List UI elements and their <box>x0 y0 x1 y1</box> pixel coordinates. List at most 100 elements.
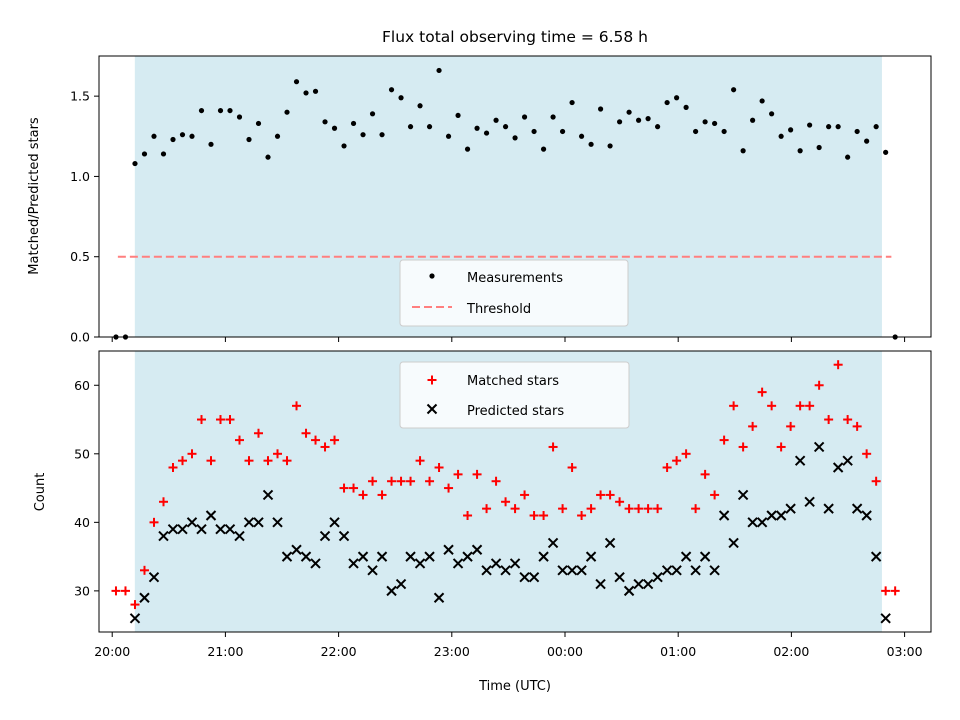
measurement-point <box>445 133 452 139</box>
predicted-star-point <box>633 578 644 590</box>
count-y-tick-label: 30 <box>74 583 90 598</box>
x-tick-label: 20:00 <box>94 644 130 659</box>
measurement-point <box>141 151 148 157</box>
matched-star-point <box>824 415 834 425</box>
predicted-star-point <box>414 558 426 569</box>
matched-star-point <box>396 476 406 486</box>
measurement-point <box>369 111 376 117</box>
matched-star-point <box>729 401 739 411</box>
measurement-point <box>398 95 404 101</box>
measurement-point <box>559 128 566 135</box>
measurement-point <box>883 149 889 155</box>
matched-star-point <box>662 463 672 473</box>
measurement-point <box>569 99 575 106</box>
matched-star-point <box>805 401 815 411</box>
matched-star-point <box>577 510 587 520</box>
measurement-point <box>693 128 699 135</box>
predicted-star-point <box>775 510 787 521</box>
matched-star-point <box>814 380 824 390</box>
predicted-star-point <box>737 489 749 501</box>
predicted-star-point <box>148 571 160 583</box>
measurement-point <box>721 128 727 135</box>
measurement-point <box>227 107 233 114</box>
matched-star-point <box>672 456 682 466</box>
measurement-point <box>607 143 613 149</box>
matched-star-point <box>406 476 416 486</box>
predicted-star-point <box>481 565 492 576</box>
matched-star-point <box>349 483 359 493</box>
measurement-point <box>788 127 794 133</box>
measurement-point <box>341 143 347 149</box>
matched-star-point <box>311 435 321 445</box>
measurement-point <box>236 114 243 120</box>
matched-star-point <box>320 442 330 452</box>
matched-star-point <box>196 415 206 425</box>
measurement-point <box>655 124 661 130</box>
measurement-point <box>426 124 433 130</box>
predicted-star-point <box>690 565 701 576</box>
count-axes: 30 40 50 60 20:00 21:00 22:00 23:00 00:00 01:00 0… <box>33 350 932 694</box>
x-tick-label: 22:00 <box>321 644 357 659</box>
matched-star-point <box>529 510 539 520</box>
predicted-star-point <box>728 537 739 549</box>
predicted-star-point <box>215 523 226 535</box>
predicted-star-point <box>652 571 663 583</box>
predicted-star-point <box>291 544 302 555</box>
predicted-star-point <box>310 558 321 569</box>
count-y-tick-label: 60 <box>74 378 90 393</box>
predicted-star-point <box>614 571 625 583</box>
predicted-star-point <box>794 455 806 466</box>
matched-star-point <box>358 490 368 500</box>
count-y-axis-label: Count <box>33 473 48 512</box>
matched-star-point <box>472 469 482 479</box>
matched-star-point <box>225 415 235 425</box>
matched-star-point <box>254 428 264 438</box>
measurement-point <box>521 114 528 120</box>
predicted-star-point <box>709 565 720 576</box>
measurement-point <box>712 120 718 127</box>
matched-star-point <box>111 586 121 596</box>
predicted-star-point <box>699 551 711 562</box>
matched-star-point <box>139 565 149 575</box>
measurement-points <box>113 67 898 340</box>
measurement-point <box>151 133 157 139</box>
predicted-star-point <box>585 551 597 562</box>
predicted-star-point <box>262 489 274 501</box>
measurement-point <box>388 87 395 93</box>
measurement-point <box>531 128 537 135</box>
measurement-point <box>597 106 604 112</box>
predicted-star-point <box>490 558 502 569</box>
matched-star-point <box>776 442 786 452</box>
matched-star-point <box>596 490 606 500</box>
matched-star-point <box>263 456 273 466</box>
x-tick-label: 02:00 <box>773 644 809 659</box>
predicted-star-point <box>756 517 768 528</box>
measurement-point <box>379 132 385 138</box>
count-legend: Matched stars Predicted stars <box>399 361 630 429</box>
matched-star-point <box>738 442 748 452</box>
measurement-point <box>540 146 547 152</box>
predicted-star-point <box>718 510 730 521</box>
matched-star-point <box>691 504 701 514</box>
matched-star-point <box>244 456 254 466</box>
predicted-star-point <box>861 510 872 521</box>
measurement-point <box>455 112 461 119</box>
ratio-x-ticks <box>111 337 906 342</box>
measurement-point <box>512 135 518 141</box>
ratio-y-tick-label: 1.5 <box>70 89 90 104</box>
matched-star-point <box>339 483 349 493</box>
matched-star-point <box>615 497 625 507</box>
measurement-point <box>683 104 689 110</box>
measurement-point <box>807 122 813 128</box>
count-points <box>111 360 900 624</box>
measurement-point <box>740 148 746 154</box>
matched-star-point <box>719 435 729 445</box>
measurement-point <box>274 133 281 139</box>
predicted-star-point <box>376 551 388 562</box>
matched-star-point <box>149 517 159 527</box>
measurement-point <box>702 119 708 125</box>
predicted-star-point <box>766 510 777 521</box>
predicted-star-point <box>576 565 587 576</box>
measurement-point <box>616 119 623 125</box>
matched-star-point <box>282 456 292 466</box>
